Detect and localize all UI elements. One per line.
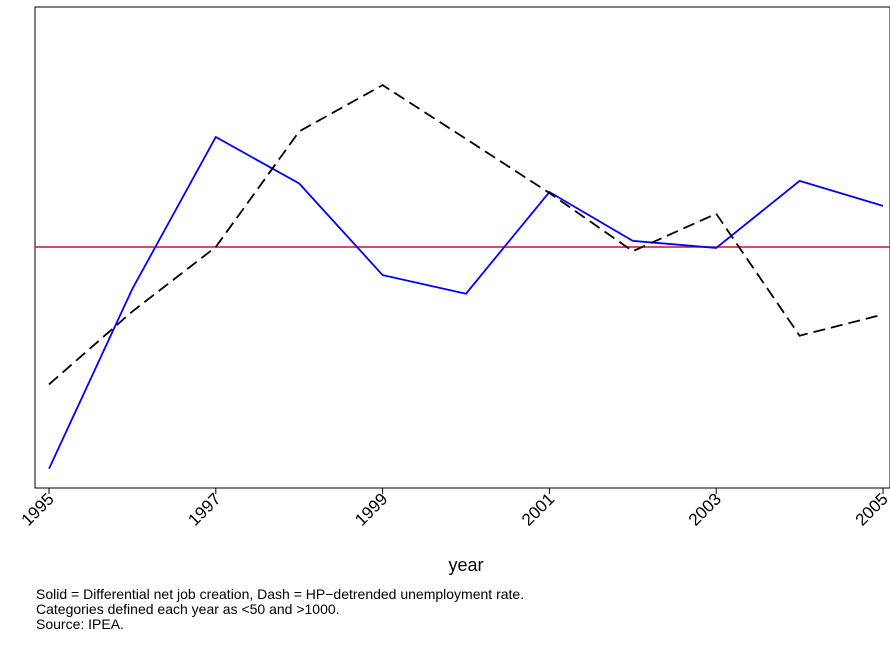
x-tick-label: 2001 <box>518 489 558 529</box>
x-tick-label: 1999 <box>351 489 391 529</box>
x-tick-label: 1995 <box>18 489 58 529</box>
x-axis-title: year <box>448 555 483 575</box>
note-line-3: Source: IPEA. <box>36 616 124 632</box>
x-tick-label: 2003 <box>685 489 725 529</box>
solid-series-line <box>48 135 884 470</box>
chart-notes: Solid = Differential net job creation, D… <box>36 587 524 632</box>
dashed-series-line <box>48 84 884 386</box>
x-tick-label: 2005 <box>852 489 890 529</box>
note-line-1: Solid = Differential net job creation, D… <box>36 586 525 602</box>
x-tick-label: 1997 <box>184 489 224 529</box>
note-line-2: Categories defined each year as <50 and … <box>36 601 340 617</box>
